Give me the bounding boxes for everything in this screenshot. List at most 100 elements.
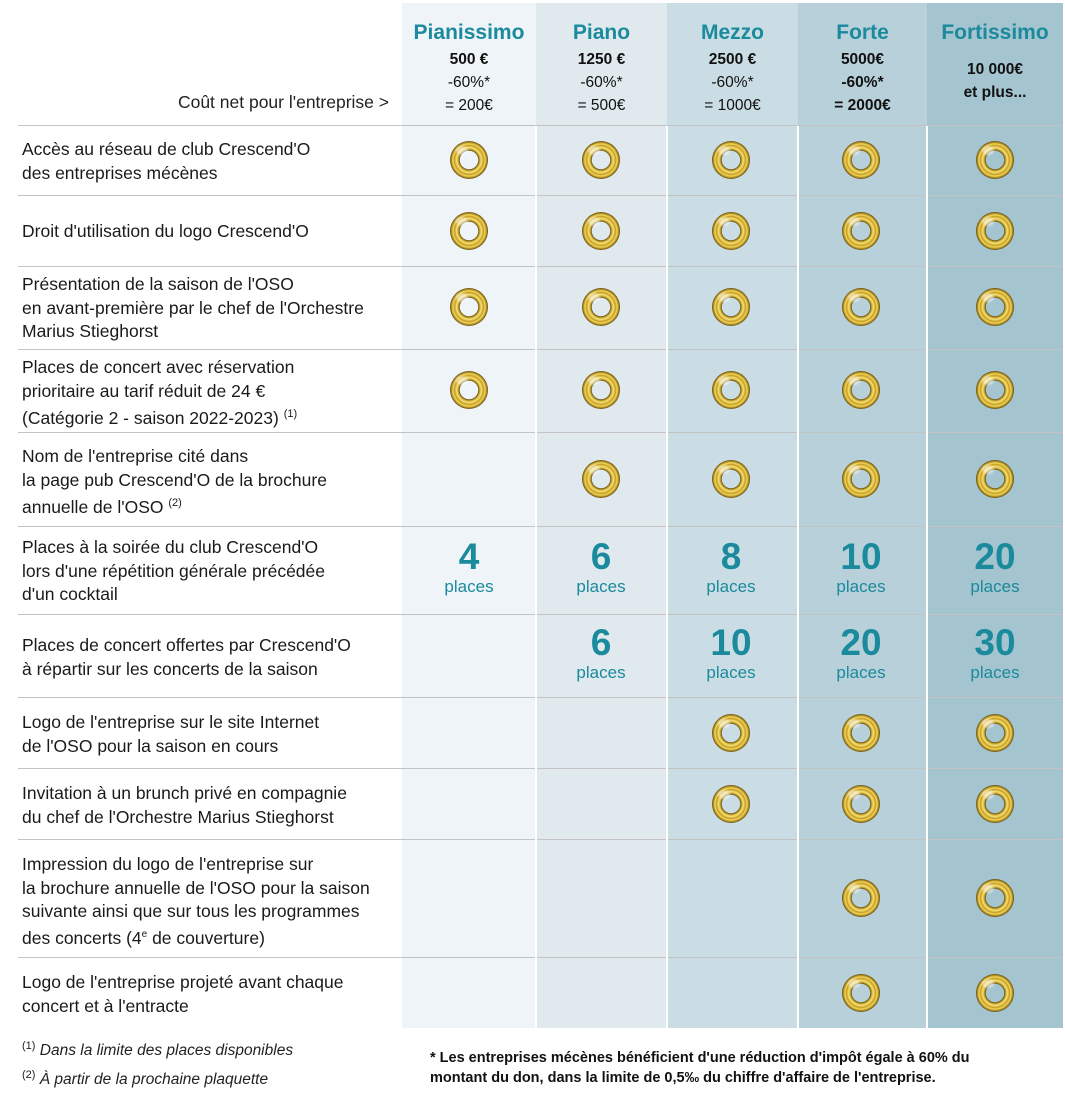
row-label: Accès au réseau de club Crescend'O des e… [22,139,311,183]
gold-ring-icon [976,141,1014,179]
places-count: 10 places [671,624,791,684]
gold-ring-icon [976,288,1014,326]
tier-net: = 200€ [445,97,493,114]
places-unit: places [706,577,756,596]
tier-deduction: -60%* [841,74,884,91]
places-count: 6 places [541,538,661,598]
tier-name: Forte [836,21,889,44]
tier-pianissimo: Pianissimo 500 € -60%* = 200€ [402,18,536,117]
tier-name: Pianissimo [413,21,525,44]
tier-piano: Piano 1250 € -60%* = 500€ [536,18,667,117]
gold-ring-icon [976,714,1014,752]
column-divider [926,126,928,1028]
gold-ring-icon [712,212,750,250]
tier-forte: Forte 5000€ -60%* = 2000€ [798,18,927,117]
gold-ring-icon [976,371,1014,409]
row-label: Logo de l'entreprise sur le site Interne… [22,712,320,756]
row-divider [18,957,1063,958]
places-number: 10 [840,536,882,577]
tier-amount: 500 € [449,51,489,68]
tier-amount: 10 000€ [966,61,1024,78]
gold-ring-icon [582,371,620,409]
gold-ring-icon [842,714,880,752]
row-label: Places de concert avec réservation prior… [22,357,298,428]
gold-ring-icon [712,371,750,409]
tier-amount: 2500 € [708,51,757,68]
places-count: 20 places [935,538,1055,598]
row-label: Logo de l'entreprise projeté avant chaqu… [22,972,344,1016]
places-count: 10 places [801,538,921,598]
row-divider [18,768,1063,769]
row-divider [18,266,1063,267]
column-divider [797,126,799,1028]
gold-ring-icon [450,141,488,179]
places-unit: places [970,663,1020,682]
footnote-2: (2) À partir de la prochaine plaquette [22,1069,269,1089]
places-unit: places [836,663,886,682]
places-count: 30 places [935,624,1055,684]
row-divider [18,697,1063,698]
tier-deduction: -60%* [711,74,754,91]
gold-ring-icon [582,212,620,250]
places-count: 4 places [409,538,529,598]
gold-ring-icon [976,974,1014,1012]
places-count: 8 places [671,538,791,598]
gold-ring-icon [976,460,1014,498]
places-number: 4 [458,536,480,577]
tier-deduction: -60%* [580,74,623,91]
row-divider [18,195,1063,196]
gold-ring-icon [582,141,620,179]
tier-name: Mezzo [701,21,764,44]
gold-ring-icon [842,460,880,498]
gold-ring-icon [712,785,750,823]
gold-ring-icon [842,785,880,823]
gold-ring-icon [976,212,1014,250]
row-label: Présentation de la saison de l'OSO en av… [22,274,364,341]
row-divider [18,839,1063,840]
row-divider [18,125,1063,126]
column-divider [666,126,668,1028]
gold-ring-icon [842,212,880,250]
cost-label: Coût net pour l'entreprise > [177,92,389,112]
gold-ring-icon [450,212,488,250]
note-ref: (1) [283,408,298,420]
places-unit: places [836,577,886,596]
places-number: 20 [840,622,882,663]
places-number: 6 [590,536,612,577]
tier-amount: 1250 € [577,51,626,68]
places-count: 6 places [541,624,661,684]
footnote-1: (1) Dans la limite des places disponible… [22,1040,294,1060]
places-unit: places [970,577,1020,596]
places-number: 20 [974,536,1016,577]
row-divider [18,349,1063,350]
places-number: 8 [720,536,742,577]
tier-amount: 5000€ [840,51,885,68]
places-number: 30 [974,622,1016,663]
places-unit: places [576,663,626,682]
row-label: Nom de l'entreprise cité dans la page pu… [22,446,327,517]
tier-net: = 500€ [577,97,626,114]
row-label: Invitation à un brunch privé en compagni… [22,783,347,827]
gold-ring-icon [712,714,750,752]
row-divider [18,432,1063,433]
tier-net: = 2000€ [834,97,891,114]
gold-ring-icon [842,879,880,917]
row-label: Places de concert offertes par Crescend'… [22,635,351,679]
tier-deduction: et plus... [963,84,1027,101]
tax-footnote: * Les entreprises mécènes bénéficient d'… [430,1050,970,1086]
gold-ring-icon [582,288,620,326]
tier-fortissimo: Fortissimo 10 000€ et plus... [927,18,1063,104]
tier-name: Piano [572,21,631,44]
gold-ring-icon [842,974,880,1012]
tier-net: = 1000€ [704,97,761,114]
gold-ring-icon [450,288,488,326]
gold-ring-icon [976,879,1014,917]
row-label: Impression du logo de l'entreprise sur l… [22,854,370,949]
gold-ring-icon [582,460,620,498]
gold-ring-icon [712,288,750,326]
row-divider [18,614,1063,615]
places-number: 10 [710,622,752,663]
gold-ring-icon [976,785,1014,823]
tier-name: Fortissimo [941,21,1049,44]
row-label: Places à la soirée du club Crescend'O lo… [22,537,325,604]
